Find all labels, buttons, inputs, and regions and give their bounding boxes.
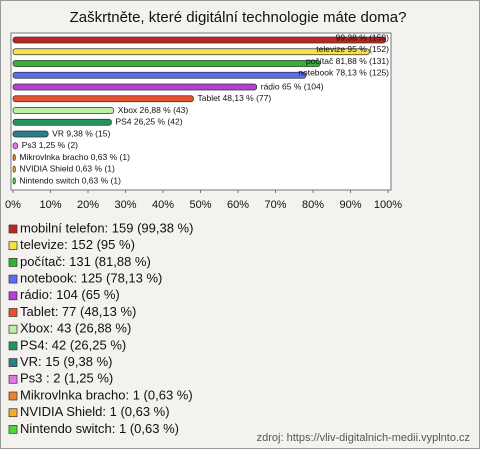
value-label: Tablet 48,13 % (77) (197, 93, 271, 103)
x-tick-label: 100% (374, 199, 402, 211)
bar (12, 83, 258, 91)
legend-label: Nintendo switch: 1 (0,63 %) (20, 421, 179, 436)
value-label: NVIDIA Shield 0,63 % (1) (19, 164, 115, 174)
bar (12, 36, 387, 44)
legend-swatch (8, 425, 18, 434)
bar (12, 118, 112, 126)
value-label: počítač 81,88 % (131) (306, 56, 389, 66)
bar (12, 130, 49, 138)
legend-swatch (8, 374, 18, 384)
x-tick-label: 0% (5, 199, 21, 211)
chart-title: Zaškrtněte, které digitální technologie … (70, 9, 407, 26)
x-tick-label: 20% (77, 199, 99, 211)
x-tick-label: 10% (39, 199, 61, 211)
legend-label: televize: 152 (95 %) (20, 237, 135, 252)
legend-swatch (8, 291, 18, 301)
legend-label: PS4: 42 (26,25 %) (20, 337, 126, 352)
x-tick-label: 70% (264, 199, 286, 211)
value-label: Xbox 26,88 % (43) (118, 105, 189, 115)
legend-swatch (8, 408, 18, 418)
legend-label: NVIDIA Shield: 1 (0,63 %) (20, 404, 170, 419)
legend-swatch (8, 258, 18, 267)
legend-swatch (8, 308, 18, 317)
legend-swatch (8, 391, 18, 401)
value-label: Ps3 1,25 % (2) (22, 140, 78, 150)
legend-label: počítač: 131 (81,88 %) (20, 254, 151, 269)
legend-label: notebook: 125 (78,13 %) (20, 271, 162, 286)
bar (12, 71, 307, 79)
legend-label: Mikrovlnka bracho: 1 (0,63 %) (20, 387, 193, 402)
bar (12, 142, 19, 150)
legend-swatch (8, 224, 18, 234)
value-label: PS4 26,25 % (42) (115, 117, 182, 127)
x-tick-label: 50% (189, 199, 211, 211)
value-label: Nintendo switch 0,63 % (1) (19, 175, 121, 185)
bar (12, 60, 321, 67)
legend-swatch (8, 274, 18, 284)
legend-swatch (8, 358, 18, 367)
bar (12, 177, 16, 185)
bar (12, 48, 370, 56)
value-label: 99,38 % (159) (336, 32, 390, 42)
value-label: rádio 65 % (104) (261, 81, 324, 91)
bar (12, 154, 16, 161)
legend-label: rádio: 104 (65 %) (20, 287, 120, 302)
legend-label: VR: 15 (9,38 %) (20, 354, 113, 369)
legend-swatch (8, 241, 18, 251)
x-tick-label: 40% (152, 199, 174, 211)
x-tick-label: 60% (227, 199, 249, 211)
legend-swatch (8, 341, 18, 351)
legend-swatch (8, 324, 18, 334)
x-tick-label: 80% (302, 199, 324, 211)
legend-label: Ps3 : 2 (1,25 %) (20, 371, 113, 386)
legend-label: Tablet: 77 (48,13 %) (20, 304, 136, 319)
value-label: televize 95 % (152) (316, 44, 389, 54)
bar (12, 165, 16, 173)
legend-label: Xbox: 43 (26,88 %) (20, 321, 131, 336)
x-tick-label: 30% (114, 199, 136, 211)
value-label: notebook 78,13 % (125) (298, 68, 389, 78)
value-label: Mikrovlnka bracho 0,63 % (1) (19, 152, 130, 162)
value-label: VR 9,38 % (15) (52, 128, 110, 138)
source: zdroj: https://vliv-digitalnich-medii.vy… (257, 432, 470, 444)
bar (12, 95, 194, 103)
legend-label: mobilní telefon: 159 (99,38 %) (20, 220, 193, 235)
bar (12, 107, 115, 114)
x-tick-label: 90% (339, 199, 361, 211)
